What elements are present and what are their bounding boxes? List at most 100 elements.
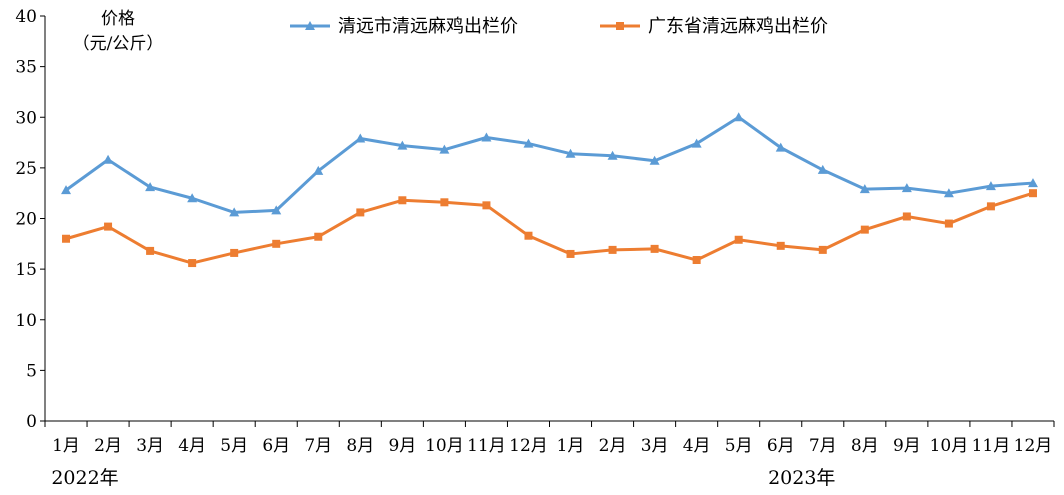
data-point [986,202,995,211]
x-tick-label: 10月 [930,436,969,456]
data-point [61,185,72,195]
data-point [733,112,744,122]
x-tick-label: 9月 [388,436,416,456]
x-tick-label: 5月 [220,436,248,456]
data-point [902,212,911,221]
data-point [859,184,870,194]
data-point [481,132,492,142]
legend-marker [616,22,624,30]
data-point [650,244,659,253]
x-tick-label: 7月 [809,436,837,456]
y-tick-label: 5 [26,361,37,381]
legend-item-1: 清远市清远麻鸡出栏价 [290,16,518,37]
y-axis-title-line1: 价格 [101,9,135,29]
data-point [649,155,660,165]
x-tick-label: 12月 [1014,436,1053,456]
data-point [943,188,954,198]
data-point [314,232,323,241]
x-tick-label: 12月 [509,436,548,456]
data-point [313,165,324,175]
x-tick-label: 5月 [725,436,753,456]
x-tick-label: 3月 [641,436,669,456]
data-point [734,235,743,244]
y-tick-label: 25 [15,159,37,179]
data-point [230,248,239,257]
data-point [608,245,617,254]
data-point [524,231,533,240]
data-point [482,201,491,210]
data-point [145,182,156,192]
data-point [985,181,996,191]
y-tick-label: 15 [15,260,37,280]
x-tick-label: 4月 [178,436,206,456]
x-tick-label: 3月 [136,436,164,456]
legend: 清远市清远麻鸡出栏价 广东省清远麻鸡出栏价 [290,16,828,37]
data-point [775,142,786,152]
x-tick-label: 4月 [683,436,711,456]
data-point [398,196,407,205]
legend-item-2: 广东省清远麻鸡出栏价 [600,16,828,37]
data-point [1027,178,1038,188]
data-point [146,246,155,255]
x-year-label: 2022年 [51,467,118,489]
data-point [103,154,114,164]
y-tick-label: 30 [15,108,37,128]
data-point [565,148,576,158]
series-line [65,191,1034,265]
x-tick-label: 1月 [52,436,80,456]
x-tick-label: 11月 [467,436,506,456]
data-point [692,256,701,265]
data-point [691,138,702,148]
x-tick-label: 2月 [599,436,627,456]
data-point [607,150,618,160]
x-tick-label: 11月 [972,436,1011,456]
x-tick-label: 7月 [304,436,332,456]
data-point [860,225,869,234]
x-year-label: 2023年 [768,467,835,489]
series-line [65,115,1034,214]
data-point [272,239,281,248]
data-point [397,140,408,150]
data-point [271,205,282,215]
data-point [817,164,828,174]
data-point [776,241,785,250]
data-point [1028,189,1037,198]
series-layer [61,112,1038,268]
data-point [439,144,450,154]
y-tick-label: 20 [15,210,37,230]
legend-marker [305,21,315,30]
y-tick-label: 0 [26,412,37,432]
y-tick-label: 35 [15,58,37,78]
y-tick-label: 40 [15,7,37,27]
data-point [62,234,71,243]
series-1 [61,112,1038,217]
series-2 [62,189,1037,268]
x-tick-label: 6月 [262,436,290,456]
data-point [355,133,366,143]
data-point [901,183,912,193]
legend-label: 广东省清远麻鸡出栏价 [648,16,828,37]
data-point [104,222,113,231]
data-point [229,207,240,217]
data-point [187,193,198,203]
data-point [818,245,827,254]
x-tick-label: 8月 [346,436,374,456]
data-point [356,208,365,217]
x-tick-label: 6月 [767,436,795,456]
y-axis-title-line2: （元/公斤） [73,34,164,54]
x-tick-label: 10月 [425,436,464,456]
x-axis: 1月 2月 3月 4月 5月 6月 7月 8月 9月 10月 11月 12月 1月 2月 3月 4月 5月 6月 7… [44,420,1055,489]
x-tick-label: 8月 [851,436,879,456]
data-point [944,219,953,228]
y-axis: 0 5 10 15 20 25 30 35 40 [15,7,46,432]
data-point [566,249,575,258]
legend-label: 清远市清远麻鸡出栏价 [338,16,518,37]
x-tick-label: 2月 [94,436,122,456]
y-tick-label: 10 [15,311,37,331]
x-tick-label: 1月 [557,436,585,456]
x-tick-label: 9月 [893,436,921,456]
data-point [523,138,534,148]
data-point [188,259,197,268]
data-point [440,198,449,207]
